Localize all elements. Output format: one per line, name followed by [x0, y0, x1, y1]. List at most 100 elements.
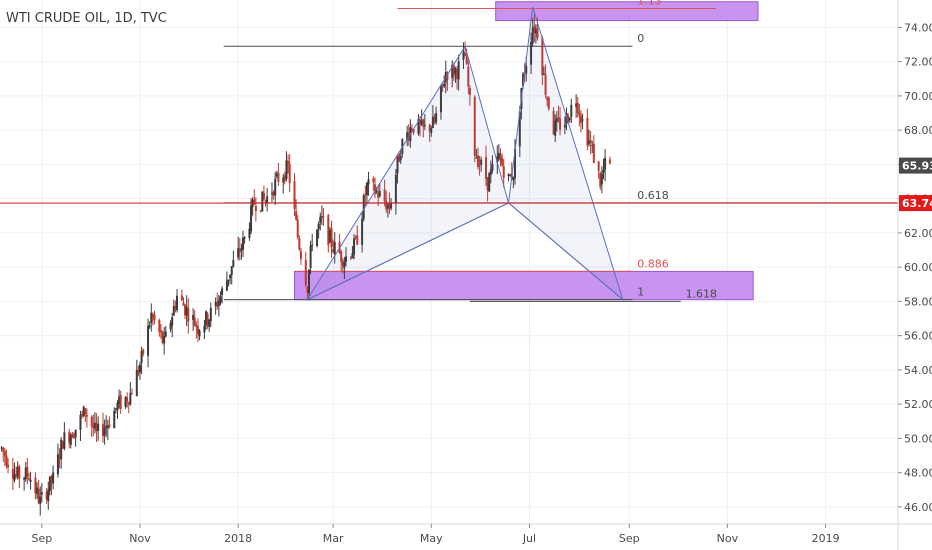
candle-body	[0, 447, 3, 449]
candle-body	[159, 330, 162, 333]
candle-body	[26, 467, 29, 477]
y-tick-label: 46.00	[904, 501, 932, 514]
grid	[0, 0, 898, 524]
y-tick-label: 70.00	[904, 90, 932, 103]
candle-body	[608, 159, 611, 164]
candle-body	[204, 311, 207, 326]
candle-body	[378, 191, 381, 197]
candle-body	[502, 166, 505, 178]
candle-body	[485, 157, 488, 180]
candle-body	[542, 73, 545, 75]
candle-body	[557, 117, 560, 120]
candle-body	[457, 61, 460, 80]
candle-body	[101, 424, 104, 437]
candle-body	[406, 132, 409, 141]
candle-body	[586, 117, 589, 146]
candle-body	[261, 191, 264, 212]
candle-body	[592, 143, 595, 164]
candle-body	[327, 215, 330, 245]
candle-body	[214, 301, 217, 306]
candle-body	[451, 64, 454, 78]
candle-body	[29, 479, 32, 482]
candle-body	[150, 312, 153, 324]
candle-body	[203, 325, 206, 333]
price-badge-label: 65.93	[902, 160, 932, 173]
candle-body	[394, 174, 397, 204]
price-badge	[899, 157, 932, 174]
candle-body	[119, 394, 122, 409]
candle-body	[345, 256, 348, 262]
candle-body	[68, 432, 71, 443]
candle-body	[319, 216, 322, 223]
fib-levels: 0 0.618 0.886 1 1.13 1.618	[223, 0, 898, 302]
candle-body	[309, 245, 312, 269]
candle-body	[151, 313, 154, 318]
y-tick-label: 52.00	[904, 398, 932, 411]
pattern-leg-xb	[307, 202, 509, 301]
candle-body	[92, 425, 95, 429]
x-tick-label: Nov	[717, 532, 739, 545]
candle-body	[229, 274, 232, 279]
y-tick-label: 60.00	[904, 261, 932, 274]
candle-body	[127, 402, 130, 405]
candle-body	[147, 325, 150, 356]
candle-body	[390, 203, 393, 209]
level-label: 1.618	[686, 287, 718, 300]
candle-body	[476, 155, 479, 167]
candle-body	[547, 97, 550, 109]
candle-body	[192, 315, 195, 320]
candle-body	[135, 369, 138, 397]
candle-body	[581, 119, 584, 121]
candle-body	[295, 211, 298, 220]
candle-body	[47, 489, 50, 502]
candle-body	[262, 192, 265, 200]
y-tick-label: 56.00	[904, 330, 932, 343]
candle-body	[272, 191, 275, 196]
candle-body	[570, 104, 573, 117]
candle-body	[206, 313, 209, 325]
candle-body	[285, 160, 288, 179]
candle-body	[114, 408, 117, 410]
candle-body	[383, 189, 386, 202]
candle-body	[600, 173, 603, 185]
candle-body	[364, 195, 367, 197]
candle-body	[287, 161, 290, 164]
candle-body	[579, 115, 582, 124]
candle-body	[85, 414, 88, 417]
candle-body	[417, 119, 420, 134]
candle-body	[209, 307, 212, 321]
candle-body	[153, 314, 156, 321]
candle-body	[354, 237, 357, 239]
candle-body	[478, 164, 481, 166]
x-tick-label: Sep	[31, 532, 52, 545]
x-tick-label: Jul	[522, 532, 536, 545]
candle-body	[316, 229, 319, 246]
candle-body	[433, 117, 436, 123]
candle-body	[388, 202, 391, 210]
candle-body	[591, 144, 594, 146]
candle-body	[373, 184, 376, 194]
candle-body	[464, 53, 467, 57]
candle-body	[509, 175, 512, 177]
x-tick-label: Sep	[619, 532, 640, 545]
candle-body	[73, 437, 76, 439]
y-tick-label: 68.00	[904, 124, 932, 137]
level-label: 0.886	[637, 257, 669, 270]
candle-body	[322, 216, 325, 218]
zones	[294, 1, 759, 301]
y-tick-label: 50.00	[904, 432, 932, 445]
candle-body	[304, 259, 307, 286]
level-label: 1.13	[637, 0, 662, 8]
y-tick-label: 48.00	[904, 467, 932, 480]
candle-body	[375, 190, 378, 193]
candle-body	[45, 491, 48, 500]
x-tick-label: 2019	[812, 532, 840, 545]
level-label: 0	[637, 32, 644, 45]
candle-body	[423, 124, 426, 126]
candle-body	[512, 176, 515, 180]
candle-body	[377, 192, 380, 198]
candle-body	[95, 422, 98, 432]
candle-body	[351, 253, 354, 259]
candle-body	[398, 153, 401, 162]
candle-body	[52, 472, 55, 484]
